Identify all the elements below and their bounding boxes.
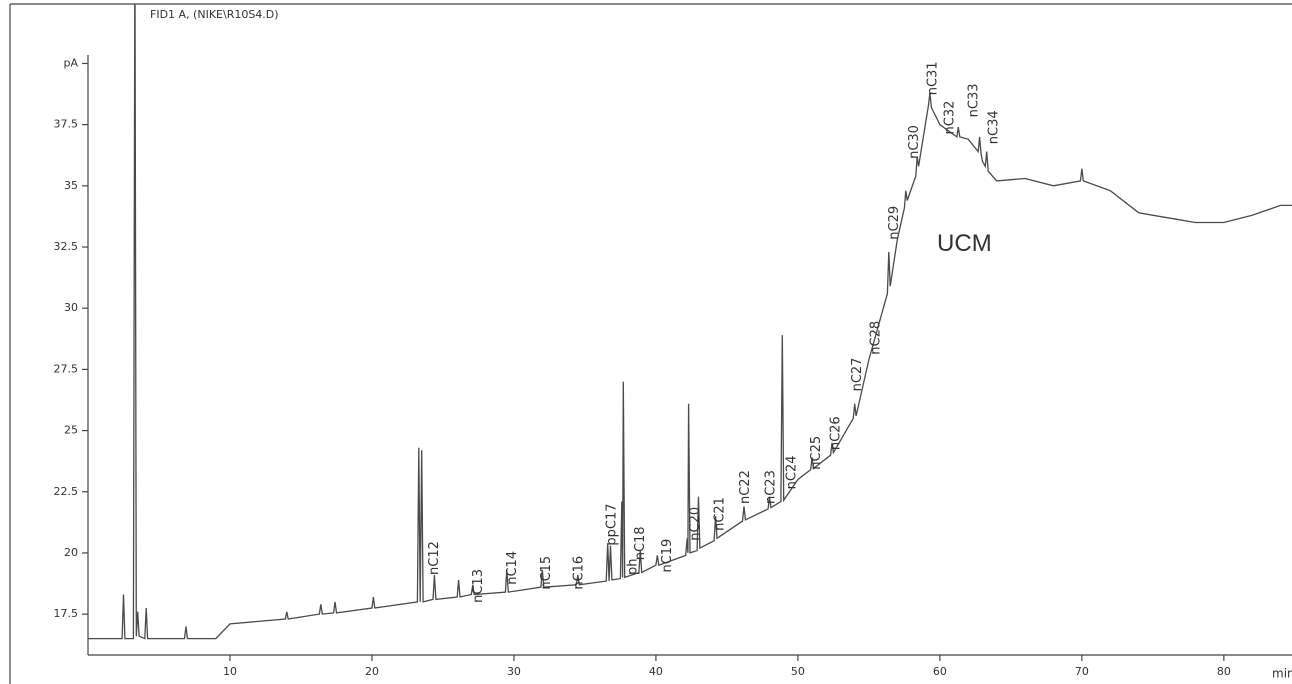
peak-label: nC27	[850, 358, 865, 392]
peak-label: nC16	[572, 556, 587, 590]
y-tick-label: 25	[64, 424, 78, 437]
peak-label: nC22	[738, 470, 753, 504]
peak-label: ppC17	[604, 503, 619, 545]
y-tick-label: 20	[64, 546, 78, 559]
chart-title: FID1 A, (NIKE\R10S4.D)	[150, 8, 279, 21]
peak-label: nC28	[868, 321, 883, 355]
peak-label: nC21	[712, 497, 727, 531]
x-tick-label: 40	[649, 665, 663, 678]
peak-label: nC26	[829, 416, 844, 450]
peak-label: nC23	[763, 470, 778, 504]
peak-label: nC12	[427, 541, 442, 575]
peak-label: nC24	[785, 455, 800, 489]
x-tick-label: 30	[507, 665, 521, 678]
peak-label: nC32	[942, 101, 957, 135]
peak-label: nC14	[505, 551, 520, 585]
peak-label: nC19	[660, 539, 675, 573]
peak-label: nC25	[809, 436, 824, 470]
peak-label: nC30	[907, 125, 922, 159]
y-tick-label: 35	[64, 179, 78, 192]
signal-trace	[88, 4, 1292, 640]
peak-label: nC18	[633, 526, 648, 560]
peak-label: nC31	[925, 61, 940, 95]
peak-label: nC33	[966, 83, 981, 117]
y-tick-label: 32.5	[54, 240, 79, 253]
x-tick-label: 50	[791, 665, 805, 678]
peak-label: nC15	[539, 556, 554, 590]
y-tick-label: 27.5	[54, 362, 79, 375]
peak-label: nC13	[471, 569, 486, 603]
y-tick-label: 22.5	[54, 485, 79, 498]
y-tick-label: 17.5	[54, 607, 79, 620]
x-tick-label: 80	[1217, 665, 1231, 678]
peak-label: ph	[626, 558, 641, 575]
peak-label: nC29	[887, 206, 902, 240]
peak-label: nC34	[986, 110, 1001, 144]
x-tick-label: 10	[223, 665, 237, 678]
y-tick-label: 30	[64, 301, 78, 314]
x-tick-label: 20	[365, 665, 379, 678]
y-tick-label: 37.5	[54, 118, 79, 131]
x-axis-label: min	[1272, 667, 1292, 681]
region-label: UCM	[937, 230, 992, 257]
peak-label: nC20	[688, 507, 703, 541]
x-tick-label: 70	[1075, 665, 1089, 678]
y-tick-label: pA	[63, 56, 78, 69]
x-tick-label: 60	[933, 665, 947, 678]
